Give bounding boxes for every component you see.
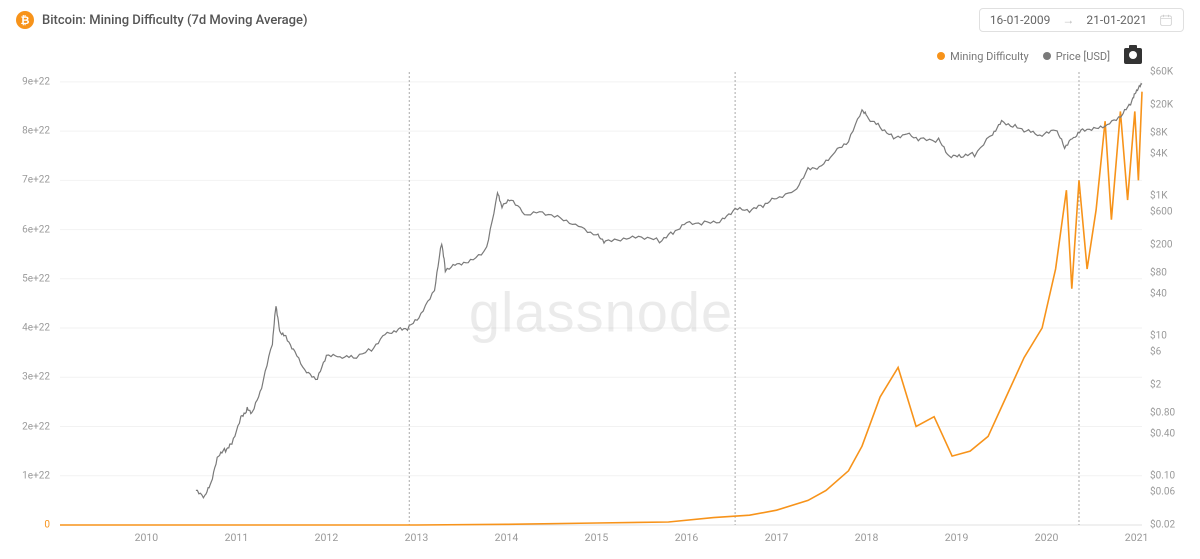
y-right-tick: $80 xyxy=(1144,268,1200,279)
y-left-tick: 6e+22 xyxy=(0,224,56,235)
y-left-tick: 1e+22 xyxy=(0,470,56,481)
x-tick: 2019 xyxy=(945,531,969,544)
camera-icon[interactable] xyxy=(1124,48,1142,64)
x-tick: 2015 xyxy=(585,531,609,544)
chart-svg xyxy=(60,72,1142,525)
y-axis-left: 01e+222e+223e+224e+225e+226e+227e+228e+2… xyxy=(0,72,56,525)
x-tick: 2018 xyxy=(855,531,879,544)
y-right-tick: $0.10 xyxy=(1144,471,1200,482)
y-right-tick: $8K xyxy=(1144,128,1200,139)
date-from[interactable]: 16-01-2009 xyxy=(990,13,1051,27)
legend-dot-icon xyxy=(1043,52,1051,60)
y-left-tick: 0 xyxy=(0,520,56,531)
y-left-tick: 3e+22 xyxy=(0,372,56,383)
y-left-tick: 2e+22 xyxy=(0,421,56,432)
title-group: ₿ Bitcoin: Mining Difficulty (7d Moving … xyxy=(16,11,308,29)
x-tick: 2010 xyxy=(135,531,159,544)
date-range-picker[interactable]: 16-01-2009 → 21-01-2021 xyxy=(979,8,1184,32)
y-right-tick: $0.02 xyxy=(1144,520,1200,531)
y-right-tick: $200 xyxy=(1144,240,1200,251)
y-left-tick: 4e+22 xyxy=(0,323,56,334)
legend-label: Price [USD] xyxy=(1056,50,1110,63)
y-right-tick: $0.06 xyxy=(1144,486,1200,497)
x-tick: 2020 xyxy=(1035,531,1059,544)
y-right-tick: $40 xyxy=(1144,289,1200,300)
y-right-tick: $1K xyxy=(1144,191,1200,202)
x-tick: 2013 xyxy=(405,531,429,544)
x-tick: 2016 xyxy=(675,531,699,544)
y-right-tick: $10 xyxy=(1144,331,1200,342)
y-right-tick: $2 xyxy=(1144,380,1200,391)
chart-header: ₿ Bitcoin: Mining Difficulty (7d Moving … xyxy=(0,0,1200,40)
y-right-tick: $6 xyxy=(1144,346,1200,357)
y-right-tick: $0.80 xyxy=(1144,407,1200,418)
legend-item-price[interactable]: Price [USD] xyxy=(1043,50,1110,63)
x-tick: 2021 xyxy=(1125,531,1149,544)
bitcoin-icon: ₿ xyxy=(16,11,34,29)
y-left-tick: 8e+22 xyxy=(0,126,56,137)
page-title: Bitcoin: Mining Difficulty (7d Moving Av… xyxy=(42,13,308,28)
x-tick: 2012 xyxy=(315,531,339,544)
date-arrow-icon: → xyxy=(1062,13,1074,27)
y-left-tick: 7e+22 xyxy=(0,175,56,186)
y-right-tick: $4K xyxy=(1144,149,1200,160)
y-left-tick: 5e+22 xyxy=(0,273,56,284)
y-right-tick: $600 xyxy=(1144,206,1200,217)
chart-legend: Mining Difficulty Price [USD] xyxy=(937,48,1142,64)
x-tick: 2011 xyxy=(225,531,249,544)
legend-label: Mining Difficulty xyxy=(950,50,1029,63)
y-axis-right: $0.02$0.06$0.10$0.40$0.80$2$6$10$40$80$2… xyxy=(1144,72,1200,525)
calendar-icon[interactable] xyxy=(1159,13,1173,27)
legend-dot-icon xyxy=(937,52,945,60)
x-tick: 2014 xyxy=(495,531,519,544)
x-axis: 2010 2011 2012 2013 2014 2015 2016 2017 2018 2019… xyxy=(60,531,1142,551)
y-right-tick: $0.40 xyxy=(1144,429,1200,440)
x-tick: 2017 xyxy=(765,531,789,544)
y-left-tick: 9e+22 xyxy=(0,76,56,87)
y-right-tick: $60K xyxy=(1144,67,1200,78)
date-to[interactable]: 21-01-2021 xyxy=(1086,13,1147,27)
chart-plot-area[interactable]: glassnode xyxy=(60,72,1142,525)
legend-item-difficulty[interactable]: Mining Difficulty xyxy=(937,50,1029,63)
y-right-tick: $20K xyxy=(1144,100,1200,111)
